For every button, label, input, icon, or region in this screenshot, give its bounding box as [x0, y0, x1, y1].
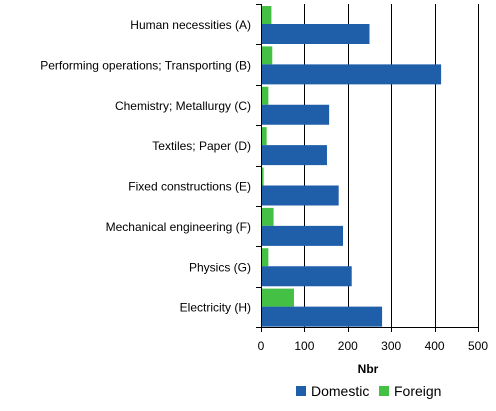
bar-foreign-0 [261, 6, 272, 24]
legend-label-0: Domestic [311, 383, 369, 399]
x-tick-label-3: 300 [381, 339, 401, 353]
x-tick-label-4: 400 [425, 339, 445, 353]
legend: Domestic Foreign [296, 383, 441, 399]
bar-domestic-7 [261, 306, 383, 327]
category-label-2: Chemistry; Metallurgy (C) [115, 99, 251, 113]
tick-labels: 0 100 200 300 400 500 [258, 339, 489, 353]
x-tick-label-0: 0 [258, 339, 265, 353]
bar-foreign-4 [261, 167, 264, 186]
legend-swatch-0 [296, 386, 306, 396]
bars [261, 6, 442, 327]
bar-domestic-1 [261, 64, 442, 85]
category-label-5: Mechanical engineering (F) [106, 220, 251, 234]
x-tick-label-1: 100 [294, 339, 314, 353]
bar-domestic-0 [261, 24, 370, 44]
bar-foreign-6 [261, 248, 269, 267]
category-label-0: Human necessities (A) [130, 18, 251, 32]
bar-domestic-6 [261, 266, 352, 287]
bar-foreign-1 [261, 46, 273, 65]
category-label-6: Physics (G) [189, 260, 251, 274]
category-label-1: Performing operations; Transporting (B) [40, 58, 251, 72]
bar-foreign-7 [261, 288, 294, 307]
axes [256, 4, 479, 332]
x-tick-label-2: 200 [338, 339, 358, 353]
bar-foreign-3 [261, 127, 267, 146]
category-label-4: Fixed constructions (E) [128, 180, 251, 194]
bar-domestic-2 [261, 104, 330, 125]
bar-foreign-2 [261, 86, 269, 105]
category-label-7: Electricity (H) [180, 301, 251, 315]
legend-swatch-1 [379, 386, 389, 396]
bar-domestic-5 [261, 225, 344, 246]
legend-label-1: Foreign [394, 383, 441, 399]
bar-domestic-3 [261, 145, 327, 166]
bar-foreign-5 [261, 207, 274, 226]
x-axis-title: Nbr [358, 362, 379, 376]
x-tick-label-5: 500 [468, 339, 488, 353]
category-labels: Human necessities (A) Performing operatio… [40, 18, 251, 315]
bar-domestic-4 [261, 185, 339, 206]
category-label-3: Textiles; Paper (D) [152, 139, 251, 153]
